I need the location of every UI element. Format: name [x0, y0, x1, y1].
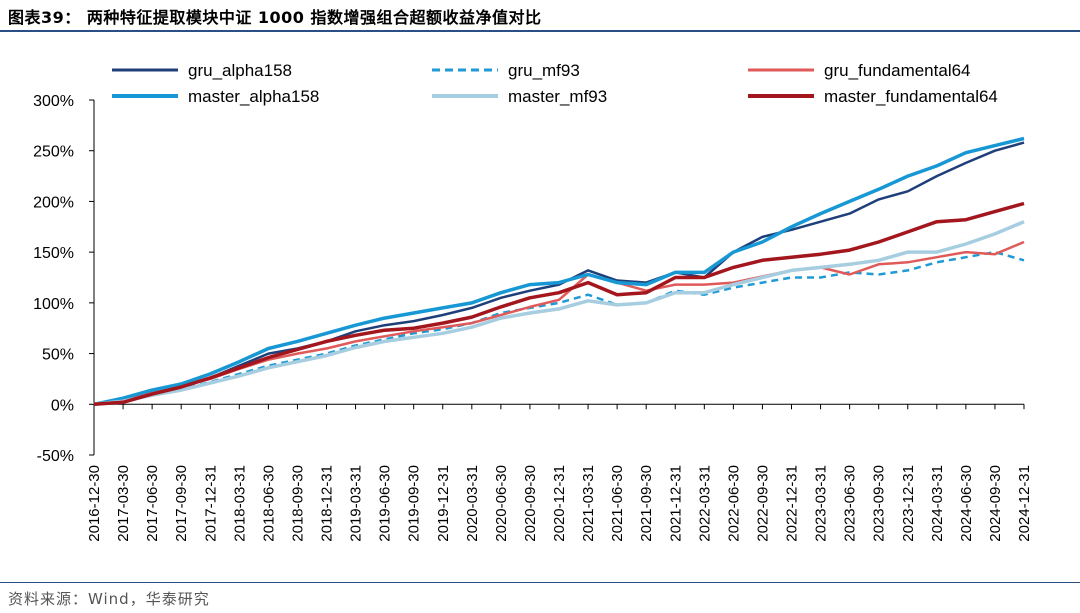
x-tick-label: 2019-12-31 [435, 465, 452, 542]
chart-axes: -50% 0% 50% 100% 150% 200% 250% 300% 2016-12-30 2… [33, 93, 1033, 542]
legend-label: master_fundamental64 [824, 87, 998, 106]
x-tick-label: 2021-12-31 [667, 465, 684, 542]
y-tick-label: 200% [33, 194, 74, 211]
x-tick-label: 2018-03-31 [231, 465, 248, 542]
x-tick-label: 2024-03-31 [929, 465, 946, 542]
x-tick-label: 2018-06-30 [260, 465, 277, 542]
series-line-master-fundamental64 [93, 201, 1025, 407]
x-tick-label: 2023-06-30 [842, 465, 859, 542]
x-tick-label: 2020-09-30 [522, 465, 539, 542]
legend-label: master_alpha158 [188, 87, 319, 106]
x-tick-label: 2017-03-30 [115, 465, 132, 542]
series-line-master-alpha158 [93, 136, 1025, 407]
x-tick-label: 2023-09-30 [871, 465, 888, 542]
y-tick-label: 0% [51, 397, 74, 414]
x-tick-label: 2024-06-30 [958, 465, 975, 542]
series-line-master-mf93 [93, 220, 1025, 407]
x-tick-label: 2019-09-30 [406, 465, 423, 542]
source-note: 资料来源：Wind，华泰研究 [8, 590, 210, 608]
x-tick-label: 2017-09-30 [173, 465, 190, 542]
x-tick-label: 2021-09-30 [638, 465, 655, 542]
series-line-gru-fundamental64 [93, 240, 1025, 406]
x-tick-label: 2023-12-31 [900, 465, 917, 542]
y-tick-label: 250% [33, 144, 74, 161]
y-tick-label: 300% [33, 93, 74, 110]
x-tick-label: 2019-03-31 [348, 465, 365, 542]
x-tick-label: 2020-12-31 [551, 465, 568, 542]
legend-label: master_mf93 [508, 87, 607, 106]
x-tick-label: 2024-09-30 [987, 465, 1004, 542]
x-tick-label: 2022-09-30 [754, 465, 771, 542]
chart-series [93, 136, 1025, 407]
y-tick-label: -50% [37, 448, 74, 465]
title-divider [0, 30, 1080, 32]
x-tick-label: 2023-03-31 [813, 465, 830, 542]
series-line-gru-mf93 [93, 250, 1025, 406]
x-tick-label: 2016-12-30 [86, 465, 103, 542]
x-tick-label: 2018-12-31 [319, 465, 336, 542]
x-tick-label: 2022-12-31 [784, 465, 801, 542]
y-tick-label: 100% [33, 296, 74, 313]
legend-label: gru_fundamental64 [824, 61, 971, 80]
x-tick-label: 2019-06-30 [377, 465, 394, 542]
legend-label: gru_mf93 [508, 61, 580, 80]
chart-legend: gru_alpha158 gru_mf93 gru_fundamental64mas… [112, 61, 998, 106]
x-tick-label: 2020-03-31 [464, 465, 481, 542]
x-tick-label: 2017-12-31 [202, 465, 219, 542]
x-tick-label: 2021-03-31 [580, 465, 597, 542]
legend-label: gru_alpha158 [188, 61, 292, 80]
x-tick-label: 2020-06-30 [493, 465, 510, 542]
x-tick-label: 2022-03-31 [696, 465, 713, 542]
series-line-gru-alpha158 [93, 141, 1025, 406]
x-tick-label: 2021-06-30 [609, 465, 626, 542]
footer-divider [0, 582, 1080, 583]
x-tick-label: 2017-06-30 [144, 465, 161, 542]
x-tick-label: 2022-06-30 [725, 465, 742, 542]
x-tick-label: 2018-09-30 [289, 465, 306, 542]
figure-title: 图表39： 两种特征提取模块中证 1000 指数增强组合超额收益净值对比 [8, 8, 542, 27]
x-tick-label: 2024-12-31 [1016, 465, 1033, 542]
y-tick-label: 50% [42, 347, 74, 364]
y-tick-label: 150% [33, 245, 74, 262]
